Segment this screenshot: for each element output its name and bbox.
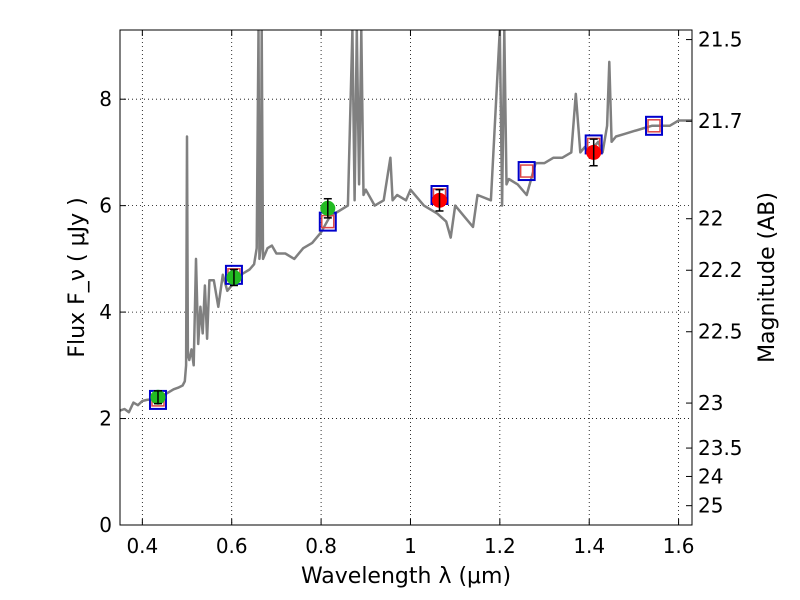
mag-tick-label: 22.5 [698,320,743,344]
grid-lines [120,30,692,526]
x-tick-label: 1.4 [573,534,605,558]
mag-tick-label: 21.5 [698,28,743,52]
x-tick-label: 0.8 [305,534,337,558]
right-axis-label: Magnitude (AB) [755,192,780,363]
mag-tick-label: 22.2 [698,258,743,282]
axis-ticks: 0.4 0.6 0.8 1 1.2 1.4 1.60246821.521.72222.222… [99,28,742,558]
x-tick-label: 1 [404,534,417,558]
y-axis-label: Flux F_ν ( μJy ) [65,197,90,357]
model-box [517,161,536,182]
x-tick-label: 1.2 [484,534,516,558]
y-tick-label: 0 [99,513,112,537]
spectrum-line [120,30,692,414]
y-tick-label: 6 [99,194,112,218]
x-tick-label: 0.6 [216,534,248,558]
y-tick-label: 4 [99,300,112,324]
x-tick-label: 0.4 [126,534,158,558]
mag-tick-label: 22 [698,207,723,231]
model-box-inner [647,119,661,133]
x-axis-label: Wavelength λ (μm) [301,564,511,589]
model-box [645,115,664,136]
mag-tick-label: 21.7 [698,109,743,133]
x-tick-label: 1.6 [663,534,695,558]
plot-frame [119,29,693,526]
mag-tick-label: 24 [698,464,723,488]
y-tick-label: 2 [99,407,112,431]
mag-tick-label: 23.5 [698,436,743,460]
y-tick-label: 8 [99,87,112,111]
model-box-inner [519,164,534,178]
mag-tick-label: 23 [698,391,723,415]
mag-tick-label: 25 [698,494,723,518]
